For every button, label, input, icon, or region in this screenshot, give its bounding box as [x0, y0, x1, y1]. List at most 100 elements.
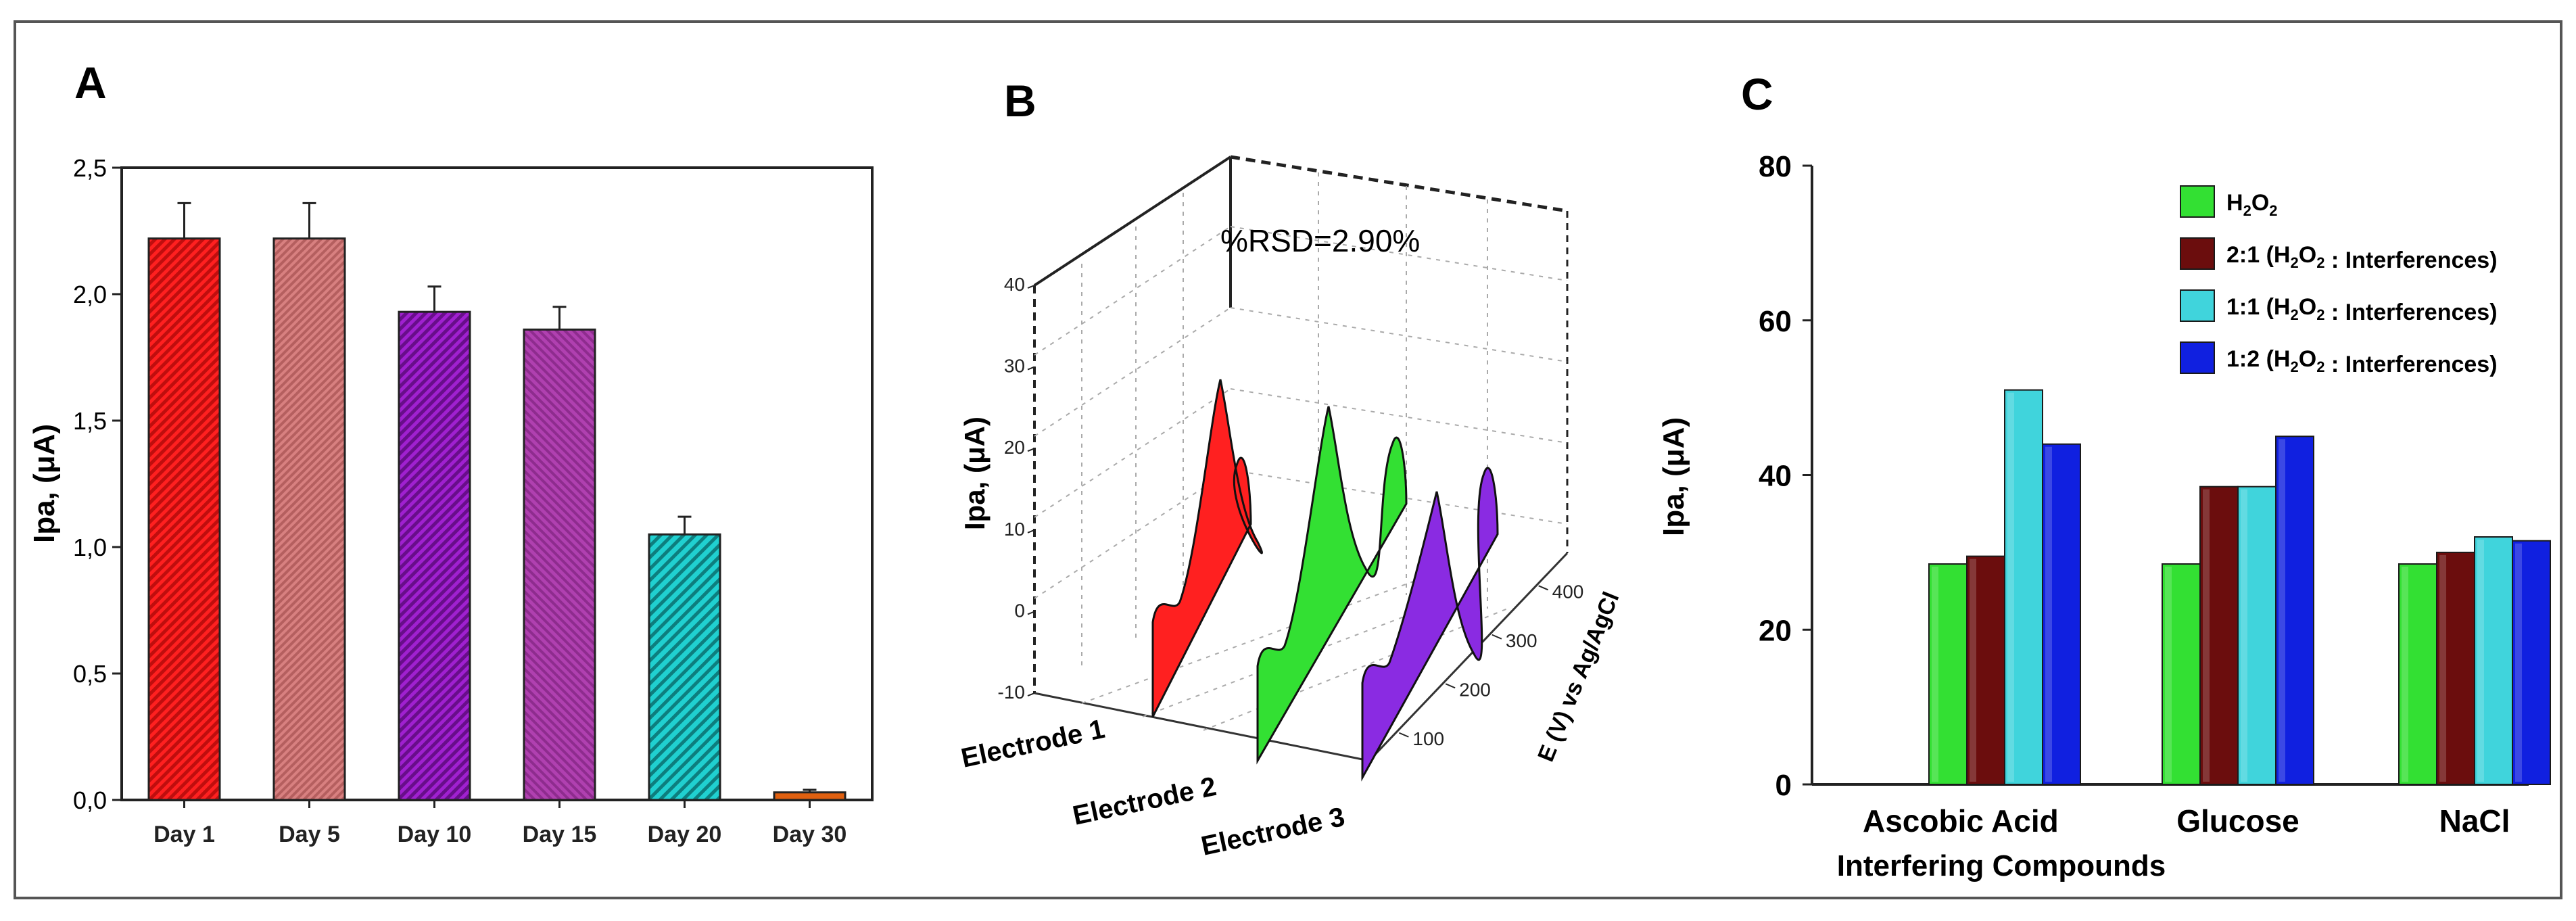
panel-c-bar: [2275, 435, 2314, 785]
panel-c-bars: [1928, 389, 2551, 785]
panel-c-legend-label: H2O2: [2226, 190, 2278, 219]
panel-c-y-axis-label: Ipa, (μA): [1657, 417, 1690, 536]
panel-b-series-curve: [1151, 379, 1263, 717]
panel-c-bar: [2042, 443, 2081, 785]
panel-c-legend-label: 2:1 (H2O2 : Interferences): [2226, 242, 2498, 273]
panel-b-series-curve: [1256, 406, 1408, 765]
panel-c-y-tick-label: 20: [1759, 614, 1792, 647]
panel-b-series-curve: [1361, 467, 1499, 782]
panel-a-y-tick-label: 0,0: [73, 786, 107, 814]
panel-a-x-tick-label: Day 1: [153, 822, 215, 847]
panel-b-electrode-label: Electrode 2: [1070, 772, 1219, 831]
panel-a-y-ticks: 0,0 0,5 1,0 1,5 2,0 2,5: [73, 154, 122, 814]
panel-a-y-tick-label: 1,0: [73, 534, 107, 561]
panel-c-y-tick-label: 60: [1759, 305, 1792, 338]
panel-b-z-tick-label: 20: [1004, 437, 1025, 458]
figure-frame: [14, 20, 2562, 899]
panel-b-z-tick-label: 40: [1004, 274, 1025, 295]
panel-a-plot-area: [120, 166, 874, 801]
panel-a-x-tick-label: Day 20: [648, 822, 722, 847]
panel-c-bar: [2436, 551, 2475, 785]
panel-c-y-tick-label: 40: [1759, 460, 1792, 493]
panel-c-bar-highlight: [2402, 567, 2408, 782]
panel-a-x-tick-label: Day 30: [773, 822, 847, 847]
panel-c-bar: [2474, 536, 2513, 785]
panel-b-z-tick-label: 10: [1004, 519, 1025, 540]
panel-c-bar-highlight: [2279, 439, 2285, 782]
panel-c-legend-swatch: [2180, 289, 2215, 322]
panel-c-y-tick-label: 0: [1775, 769, 1792, 802]
panel-b-electrode-label: Electrode 1: [959, 714, 1107, 774]
panel-a: A Ipa, (μA) 0,00,51,01,52,02,5 Day 1 Day …: [28, 57, 874, 847]
panel-b-potential-tick-label: 100: [1412, 728, 1444, 749]
panel-c-bar-highlight: [2165, 567, 2172, 782]
panel-b-waterfall-series: [1151, 379, 1499, 782]
panel-c-x-ticks: Ascobic Acid Glucose NaCl: [1863, 803, 2510, 839]
panel-c: C Ipa, (μA) 0 20 40 60 80 Ascobic Acid Glucos…: [1657, 69, 2551, 882]
panel-c-bar: [2398, 563, 2437, 785]
panel-c-legend-swatch: [2180, 185, 2215, 218]
panel-b-z-ticks: -10 0 10 20 30 40: [998, 274, 1035, 703]
panel-a-bar: [272, 237, 346, 801]
panel-b-potential-tick-label: 300: [1506, 630, 1537, 651]
panel-b-z-tick-label: 0: [1014, 600, 1025, 621]
panel-a-y-tick-label: 2,5: [73, 154, 107, 182]
panel-c-bar: [2512, 540, 2551, 785]
panel-a-y-tick-label: 2,0: [73, 281, 107, 308]
panel-a-bar: [398, 310, 471, 801]
panel-a-bar: [648, 533, 721, 801]
panel-c-label: C: [1741, 69, 1773, 119]
panel-c-legend-label: 1:1 (H2O2 : Interferences): [2226, 294, 2498, 325]
panel-c-bar-highlight: [2203, 489, 2210, 782]
panel-b-potential-tick-label: 200: [1459, 679, 1491, 700]
panel-a-bar: [147, 237, 221, 801]
panel-a-x-ticks: Day 1 Day 5 Day 10 Day 15 Day 20 Day 30: [153, 800, 846, 847]
panel-c-bar: [2237, 486, 2276, 785]
panel-b-potential-tick-mark: [1538, 585, 1549, 591]
panel-c-legend-swatch: [2180, 341, 2215, 374]
panel-a-x-tick-label: Day 5: [279, 822, 340, 847]
panel-a-x-tick-label: Day 15: [523, 822, 597, 847]
panel-a-y-tick-label: 1,5: [73, 407, 107, 435]
panel-b-rsd-annotation: %RSD=2.90%: [1220, 223, 1420, 258]
panel-a-bars: [147, 202, 846, 801]
panel-a-x-tick-label: Day 10: [398, 822, 472, 847]
panel-c-bar-highlight: [2045, 446, 2052, 782]
panel-c-bar-highlight: [1932, 567, 1938, 782]
panel-b-z-tick-mark: [1027, 285, 1035, 289]
panel-b-z-tick-label: 30: [1004, 356, 1025, 377]
panel-b-potential-tick-mark: [1445, 683, 1456, 689]
panel-c-legend-swatch: [2180, 237, 2215, 270]
panel-b-potential-ticks: 100 200 300 400: [1398, 581, 1584, 749]
panel-c-x-tick-label: NaCl: [2439, 803, 2510, 839]
panel-b: B: [959, 76, 1625, 861]
panel-c-bar-highlight: [1970, 559, 1976, 782]
panel-c-bar: [1928, 563, 1967, 785]
panel-b-potential-tick-mark: [1398, 732, 1409, 738]
panel-c-bar: [1966, 555, 2005, 785]
panel-c-bar-highlight: [2007, 392, 2014, 782]
panel-b-3d-box: [1033, 155, 1569, 762]
panel-b-z-axis-label: Ipa, (μA): [959, 417, 991, 530]
panel-c-bar-highlight: [2439, 554, 2446, 782]
panel-c-legend: H2O2 2:1 (H2O2 : Interferences) 1:1 (H2O2 …: [2180, 185, 2498, 377]
panel-c-y-tick-label: 80: [1759, 150, 1792, 183]
panel-b-z-tick-mark: [1027, 692, 1035, 696]
panel-c-bar-highlight: [2241, 489, 2247, 782]
panel-b-electrode-label: Electrode 3: [1199, 802, 1347, 861]
panel-b-potential-axis-label: E (V) vs Ag/AgCl: [1533, 588, 1624, 765]
panel-c-bar: [2004, 389, 2043, 785]
panel-c-x-axis-label: Interfering Compounds: [1837, 849, 2166, 882]
panel-b-z-tick-mark: [1027, 529, 1035, 534]
panel-b-potential-tick-label: 400: [1552, 581, 1584, 602]
panel-b-z-tick-mark: [1027, 366, 1035, 371]
panel-c-x-tick-label: Ascobic Acid: [1863, 803, 2059, 839]
panel-c-x-tick-label: Glucose: [2176, 803, 2299, 839]
panel-c-y-ticks: 0 20 40 60 80: [1759, 150, 1812, 802]
panel-a-y-axis-label: Ipa, (μA): [28, 424, 61, 543]
panel-b-z-tick-mark: [1027, 611, 1035, 615]
panel-a-label: A: [74, 57, 107, 108]
panel-b-potential-tick-mark: [1492, 634, 1502, 640]
